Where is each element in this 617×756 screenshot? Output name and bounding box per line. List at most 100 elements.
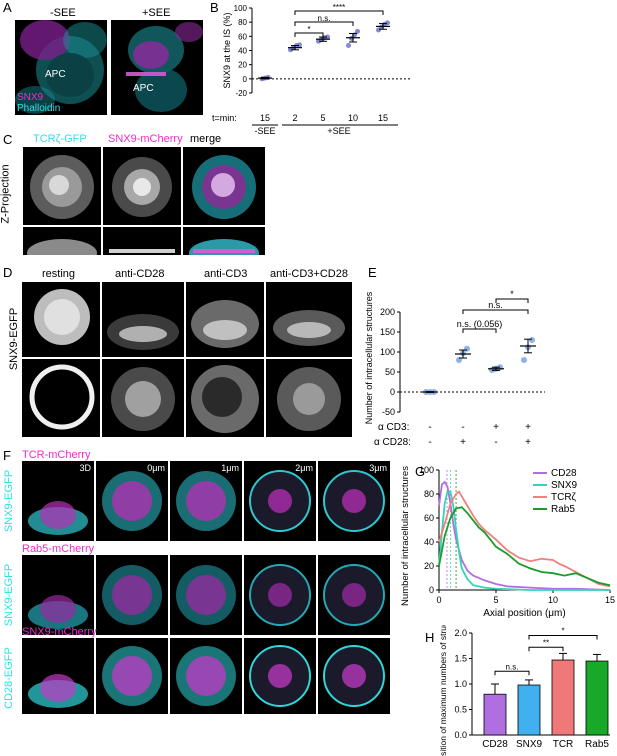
panel-f-image [170,638,242,714]
panel-f-depth-label: 1μm [221,463,239,473]
panel-c-row-label: Z-Projection [0,164,12,224]
panel-f-row-side-label: CD28-EGFP [2,647,15,709]
series-line [438,480,611,591]
legend-label: SNX9 [551,480,578,491]
data-point [464,345,470,352]
cell-shape [40,501,76,529]
sig-bracket [294,21,354,26]
sig-label: n.s. [318,14,331,23]
panel-f-depth-label: 0μm [147,463,165,473]
cd3-sign: - [428,422,431,433]
panel-letter-d: D [3,265,13,280]
y-tick-label: 50 [385,367,395,377]
cell-shape [112,575,152,615]
cd3-sign: + [525,422,531,433]
panel-f-image: 3D [22,461,94,541]
legend-label: CD28 [551,468,577,479]
bar [517,684,541,736]
phalloidin-legend: Phalloidin [17,103,61,114]
x-tick-label: 15 [260,113,270,123]
panel-letter-b: B [210,0,219,15]
apc-label: APC [45,69,66,80]
y-tick-label: 80 [424,489,434,499]
series-line [438,490,610,591]
panel-letter-c: C [3,132,13,147]
panel-d-header-cd28: anti-CD28 [115,268,165,280]
x-tick-label: 0 [436,595,441,605]
cell-shape [112,481,152,521]
panel-f-depth-label: 3μm [369,463,387,473]
cell-shape [186,481,226,521]
y-tick-label: 0 [390,387,395,397]
y-axis-label: SNX9 at the IS (%) [222,12,232,88]
data-point [521,357,527,363]
cd28-sign: + [525,437,531,448]
panel-d-row-label: SNX9-EGFP [8,307,21,371]
panel-letter-a: A [3,0,12,15]
panel-f-row-title: SNX9-mCherry [22,626,97,638]
data-point [325,34,330,40]
x-tick-label: 15 [378,113,388,123]
panel-f-image: 2μm [244,461,316,541]
cell-shape [342,583,366,607]
panel-f-image [244,638,316,714]
y-tick-label: 80 [238,18,247,27]
x-tick-label: 5 [493,595,498,605]
y-tick-label: 20 [424,561,434,571]
legend-label: TCRζ [551,492,577,503]
panel-c-header-merge: merge [190,133,222,145]
panel-f-image: 0μm [96,461,168,541]
y-tick-label: 1.0 [454,679,467,689]
panel-d-image-cd3-bottom [186,359,264,437]
x-tick-label: Rab5 [585,739,609,750]
y-tick-label: 0.5 [454,705,467,715]
panel-c-image-snx9 [103,147,181,225]
see-label-minus: -SEE [254,126,275,136]
panel-f-image [318,555,390,635]
sig-bracket [462,328,497,333]
bar [585,660,609,736]
panel-f-depth-label: 3D [79,463,91,473]
panel-f-image [170,555,242,635]
bar [551,659,575,736]
cell-shape [342,664,366,688]
data-point [355,28,360,34]
x-tick-label: 10 [548,595,558,605]
tmin-label: t=min: [212,113,237,123]
panel-d-header-cd3: anti-CD3 [204,268,248,280]
cell-shape [186,575,226,615]
panel-a-header-plus-see: +SEE [142,7,171,19]
panel-d-image-cd3cd28-bottom [266,359,352,437]
apc-label-2: APC [133,83,154,94]
panel-f-row-title: Rab5-mCherry [22,543,95,555]
sig-bracket [462,309,529,314]
panel-c-side-snx9 [103,227,181,255]
panel-letter-f: F [3,448,11,463]
x-tick-label: 15 [605,595,615,605]
cd28-sign: - [428,437,431,448]
panel-a-image-plus-see: APC [111,20,203,115]
panel-f-image [318,638,390,714]
cell-shape [186,656,226,696]
cd3-row-label: α CD3: [378,422,409,433]
y-tick-label: 100 [419,465,434,475]
panel-d-image-resting-bottom [22,359,100,437]
cd3-sign: + [493,422,499,433]
panel-d-header-cd3cd28: anti-CD3+CD28 [270,268,348,280]
y-axis-label: axial position of maximum numbers of str… [438,625,448,756]
panel-d-image-cd3-top [186,282,264,357]
sig-label: * [307,25,310,34]
sig-bracket [495,298,529,303]
panel-d-image-cd3cd28-top [266,282,352,357]
y-tick-label: -20 [235,89,247,98]
sig-bracket [528,646,564,652]
cd28-sign: + [460,437,466,448]
data-point [297,42,302,48]
x-tick-label: CD28 [482,739,508,750]
x-tick-label: 10 [348,113,358,123]
data-point [346,43,351,49]
y-tick-label: 0 [243,75,248,84]
y-tick-label: 60 [424,513,434,523]
cell-shape [268,664,292,688]
